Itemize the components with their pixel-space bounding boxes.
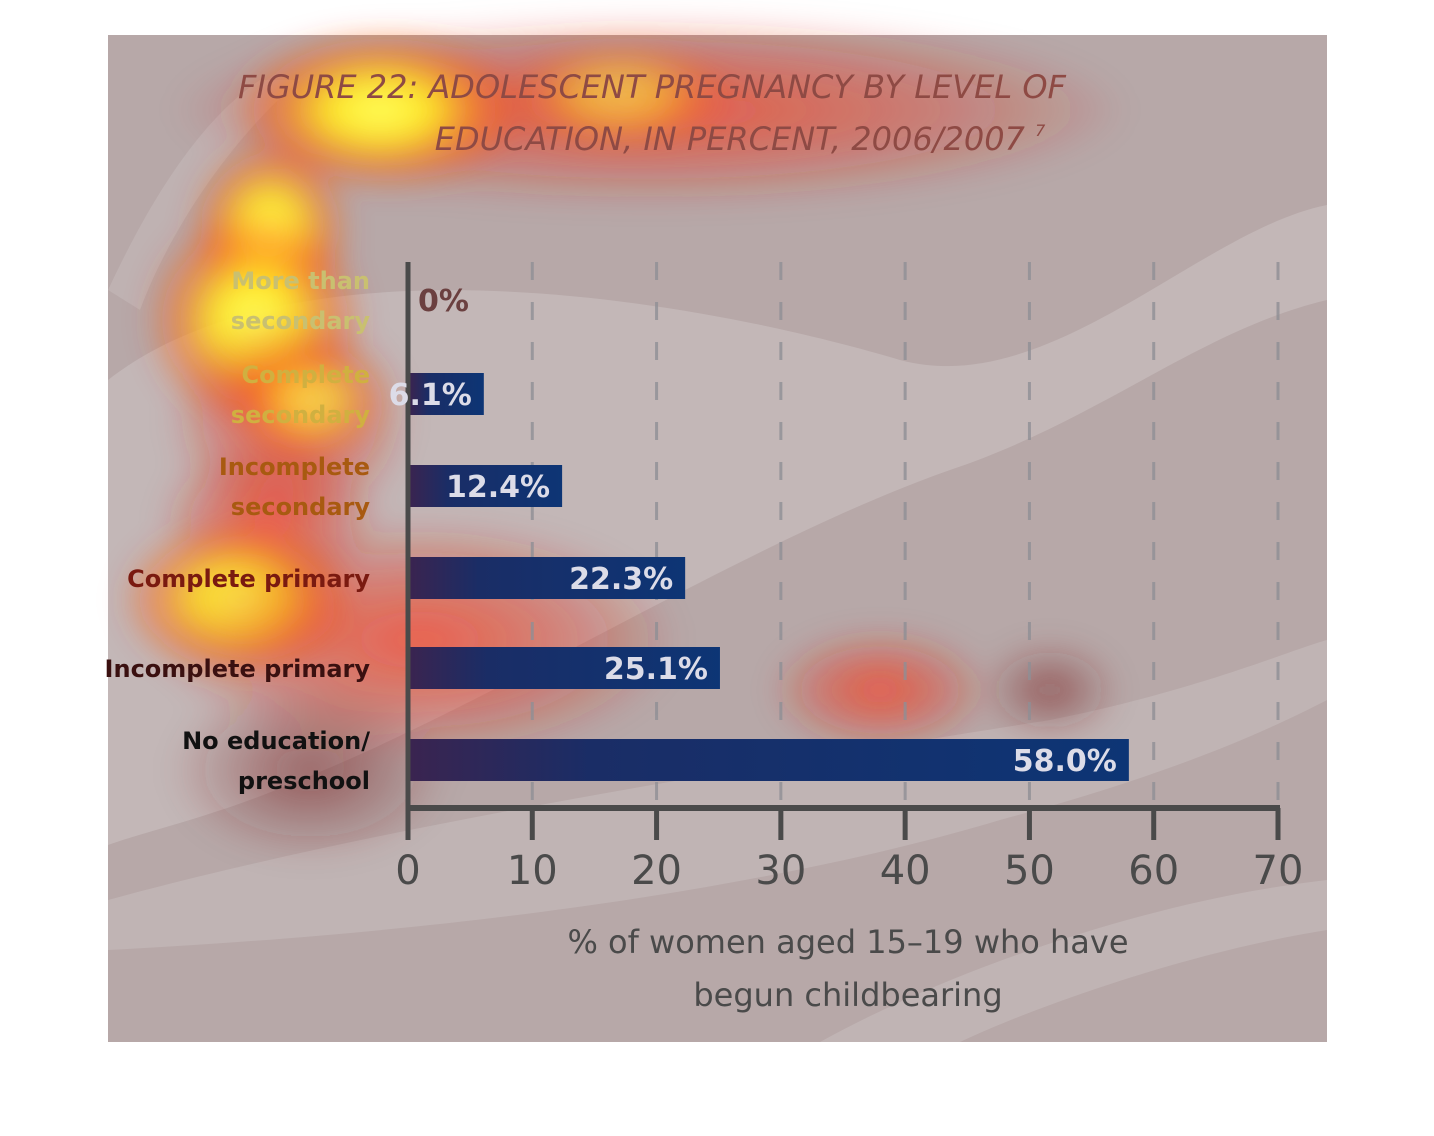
background-wave (108, 640, 1327, 950)
bar-value-label: 0% (418, 284, 469, 319)
x-axis-title: begun childbearing (693, 976, 1002, 1014)
category-label: No education/ (182, 727, 370, 755)
x-tick-label: 60 (1128, 848, 1179, 894)
background-wave (108, 80, 300, 310)
bar-value-label: 25.1% (604, 652, 708, 687)
bar-value-label: 22.3% (569, 562, 673, 597)
bar (410, 557, 686, 599)
heatmap-overlay (120, 15, 1130, 860)
x-axis-title: % of women aged 15–19 who have (567, 923, 1128, 961)
category-label: secondary (231, 493, 371, 521)
x-tick-label: 70 (1253, 848, 1304, 894)
category-label: Incomplete primary (105, 655, 371, 683)
category-label: preschool (238, 767, 370, 795)
x-tick-label: 30 (755, 848, 806, 894)
bar (410, 739, 1129, 781)
x-tick-label: 10 (507, 848, 558, 894)
category-label: secondary (231, 307, 371, 335)
category-label: Incomplete (219, 453, 370, 481)
x-tick-label: 0 (395, 848, 420, 894)
chart-title-line: EDUCATION, IN PERCENT, 2006/2007 7 (435, 120, 1046, 158)
chart-title-line: FIGURE 22: ADOLESCENT PREGNANCY BY LEVEL… (238, 68, 1066, 106)
background-wave (820, 880, 1327, 1042)
category-label: secondary (231, 401, 371, 429)
title-superscript: 7 (1035, 121, 1046, 140)
x-tick-label: 20 (631, 848, 682, 894)
bar (410, 647, 720, 689)
x-tick-label: 40 (880, 848, 931, 894)
bar-value-label: 6.1% (389, 378, 472, 413)
bar (410, 373, 484, 415)
category-label: More than (231, 267, 370, 295)
bar (410, 465, 563, 507)
category-label: Complete (241, 361, 370, 389)
x-tick-label: 50 (1004, 848, 1055, 894)
bar-value-label: 58.0% (1013, 744, 1117, 779)
bar-value-label: 12.4% (446, 470, 550, 505)
category-label: Complete primary (127, 565, 370, 593)
